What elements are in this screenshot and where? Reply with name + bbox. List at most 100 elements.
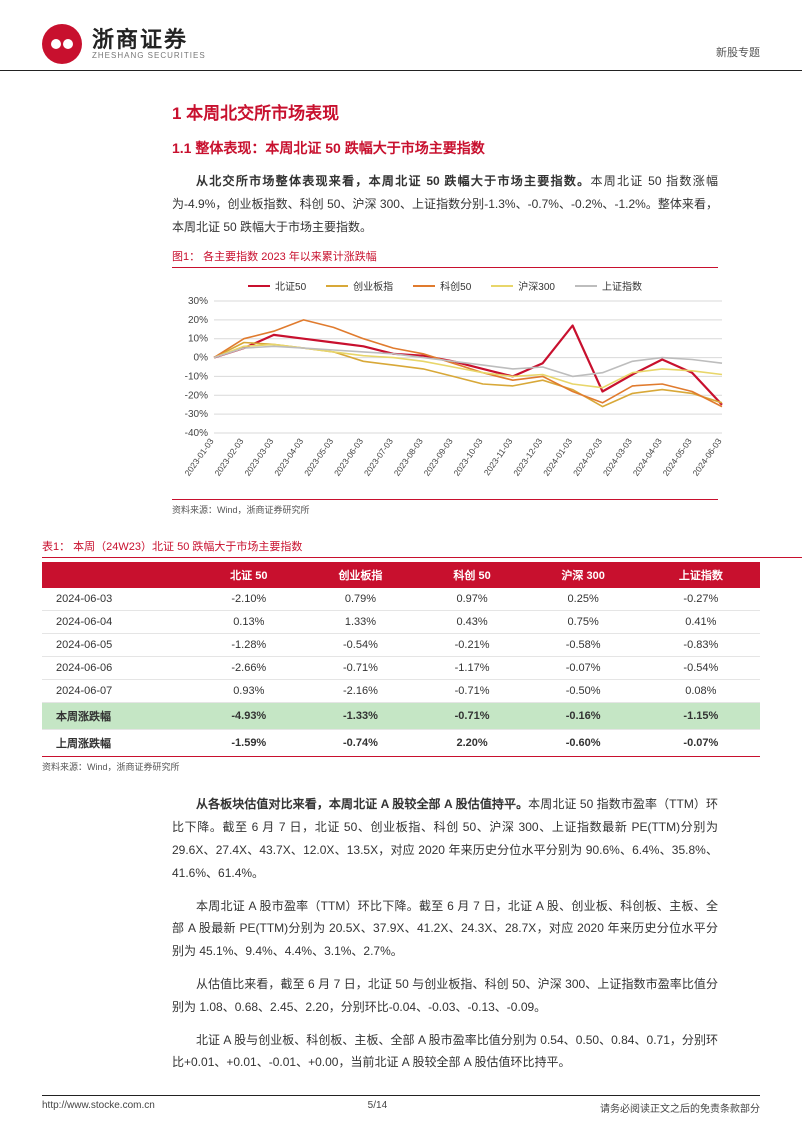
svg-text:0%: 0%	[194, 353, 209, 364]
svg-text:30%: 30%	[188, 296, 208, 307]
table-cell: -2.10%	[196, 588, 301, 611]
table-cell: -1.59%	[196, 730, 301, 757]
logo-text-en: ZHESHANG SECURITIES	[92, 52, 206, 61]
logo-block: 浙商证券 ZHESHANG SECURITIES	[42, 24, 206, 64]
svg-text:2023-11-03: 2023-11-03	[482, 437, 515, 478]
table-row: 2024-06-05-1.28%-0.54%-0.21%-0.58%-0.83%	[42, 634, 760, 657]
figure-1-caption: 图1： 各主要指数 2023 年以来累计涨跌幅	[172, 248, 718, 268]
table-row: 2024-06-06-2.66%-0.71%-1.17%-0.07%-0.54%	[42, 657, 760, 680]
svg-text:-30%: -30%	[185, 410, 208, 421]
svg-text:-40%: -40%	[185, 428, 208, 439]
table-cell: 0.13%	[196, 611, 301, 634]
svg-text:2024-06-03: 2024-06-03	[691, 437, 724, 479]
table-cell: 0.79%	[301, 588, 419, 611]
table-body: 2024-06-03-2.10%0.79%0.97%0.25%-0.27%202…	[42, 588, 760, 757]
figure-1-source: 资料来源：Wind，浙商证券研究所	[172, 499, 718, 516]
legend-item: 科创50	[413, 278, 471, 293]
svg-text:2023-04-03: 2023-04-03	[272, 437, 305, 479]
table-cell: -1.28%	[196, 634, 301, 657]
table-cell: 2024-06-06	[42, 657, 196, 680]
table-cell: -0.27%	[642, 588, 760, 611]
table-row: 上周涨跌幅-1.59%-0.74%2.20%-0.60%-0.07%	[42, 730, 760, 757]
page-footer: http://www.stocke.com.cn 5/14 请务必阅读正文之后的…	[42, 1095, 760, 1115]
table-col-header: 科创 50	[420, 562, 525, 588]
svg-text:2023-01-03: 2023-01-03	[183, 437, 216, 479]
table-1-source: 资料来源：Wind，浙商证券研究所	[42, 760, 802, 773]
svg-text:2023-08-03: 2023-08-03	[392, 437, 425, 479]
footer-page-num: 5/14	[368, 1100, 387, 1115]
svg-text:10%: 10%	[188, 334, 208, 345]
intro-paragraph: 从北交所市场整体表现来看，本周北证 50 跌幅大于市场主要指数。本周北证 50 …	[172, 170, 718, 238]
table-cell: 2024-06-07	[42, 680, 196, 703]
table-cell: 0.75%	[525, 611, 642, 634]
table-cell: -0.74%	[301, 730, 419, 757]
table-cell: -1.15%	[642, 703, 760, 730]
table-cell: 上周涨跌幅	[42, 730, 196, 757]
svg-text:2024-01-03: 2024-01-03	[541, 437, 574, 479]
table-cell: 2.20%	[420, 730, 525, 757]
valuation-p1-bold: 从各板块估值对比来看，本周北证 A 股较全部 A 股估值持平。	[196, 797, 528, 811]
section-heading-1: 1 本周北交所市场表现	[172, 99, 760, 124]
valuation-paragraph-3: 从估值比来看，截至 6 月 7 日，北证 50 与创业板指、科创 50、沪深 3…	[172, 973, 718, 1019]
svg-text:2023-10-03: 2023-10-03	[451, 437, 484, 479]
table-cell: 0.93%	[196, 680, 301, 703]
valuation-paragraph-4: 北证 A 股与创业板、科创板、主板、全部 A 股市盈率比值分别为 0.54、0.…	[172, 1029, 718, 1075]
table-cell: -0.71%	[301, 657, 419, 680]
table-cell: 1.33%	[301, 611, 419, 634]
table-cell: -0.54%	[642, 657, 760, 680]
svg-text:2024-02-03: 2024-02-03	[571, 437, 604, 479]
table-col-header: 沪深 300	[525, 562, 642, 588]
svg-text:2023-09-03: 2023-09-03	[422, 437, 455, 479]
table-cell: -0.21%	[420, 634, 525, 657]
table-row: 本周涨跌幅-4.93%-1.33%-0.71%-0.16%-1.15%	[42, 703, 760, 730]
logo-text-cn: 浙商证券	[92, 28, 206, 52]
table-cell: -0.16%	[525, 703, 642, 730]
table-col-header: 北证 50	[196, 562, 301, 588]
table-row: 2024-06-040.13%1.33%0.43%0.75%0.41%	[42, 611, 760, 634]
table-cell: -4.93%	[196, 703, 301, 730]
table-col-header: 创业板指	[301, 562, 419, 588]
table-cell: 0.43%	[420, 611, 525, 634]
footer-url: http://www.stocke.com.cn	[42, 1100, 155, 1115]
chart-legend: 北证50创业板指科创50沪深300上证指数	[172, 272, 718, 295]
svg-text:2023-03-03: 2023-03-03	[242, 437, 275, 479]
svg-text:20%: 20%	[188, 315, 208, 326]
table-cell: -0.07%	[642, 730, 760, 757]
table-cell: -0.60%	[525, 730, 642, 757]
table-cell: -2.16%	[301, 680, 419, 703]
table-cell: 2024-06-04	[42, 611, 196, 634]
svg-text:2024-05-03: 2024-05-03	[661, 437, 694, 479]
legend-item: 沪深300	[491, 278, 555, 293]
svg-text:2024-03-03: 2024-03-03	[601, 437, 634, 479]
table-cell: -1.17%	[420, 657, 525, 680]
table-cell: 0.08%	[642, 680, 760, 703]
table-cell: -0.58%	[525, 634, 642, 657]
table-row: 2024-06-03-2.10%0.79%0.97%0.25%-0.27%	[42, 588, 760, 611]
figure-1-chart: 北证50创业板指科创50沪深300上证指数 -40%-30%-20%-10%0%…	[172, 272, 718, 495]
table-cell: 2024-06-03	[42, 588, 196, 611]
svg-text:2023-07-03: 2023-07-03	[362, 437, 395, 479]
svg-text:2023-05-03: 2023-05-03	[302, 437, 335, 479]
table-cell: 0.41%	[642, 611, 760, 634]
chart-svg: -40%-30%-20%-10%0%10%20%30%2023-01-03202…	[172, 295, 732, 495]
svg-text:2023-06-03: 2023-06-03	[332, 437, 365, 479]
footer-disclaimer: 请务必阅读正文之后的免责条款部分	[600, 1100, 760, 1115]
table-head-row: 北证 50创业板指科创 50沪深 300上证指数	[42, 562, 760, 588]
svg-text:2023-12-03: 2023-12-03	[511, 437, 544, 479]
table-cell: 0.25%	[525, 588, 642, 611]
legend-item: 北证50	[248, 278, 306, 293]
table-cell: -0.83%	[642, 634, 760, 657]
table-cell: 0.97%	[420, 588, 525, 611]
svg-text:2024-04-03: 2024-04-03	[631, 437, 664, 479]
svg-text:-10%: -10%	[185, 372, 208, 383]
table-cell: 本周涨跌幅	[42, 703, 196, 730]
header-category: 新股专题	[716, 44, 760, 64]
valuation-paragraph-1: 从各板块估值对比来看，本周北证 A 股较全部 A 股估值持平。本周北证 50 指…	[172, 793, 718, 884]
page-header: 浙商证券 ZHESHANG SECURITIES 新股专题	[0, 0, 802, 71]
table-cell: -0.07%	[525, 657, 642, 680]
table-cell: -2.66%	[196, 657, 301, 680]
table-1: 北证 50创业板指科创 50沪深 300上证指数 2024-06-03-2.10…	[42, 562, 760, 757]
svg-text:2023-02-03: 2023-02-03	[212, 437, 245, 479]
svg-text:-20%: -20%	[185, 391, 208, 402]
table-col-header: 上证指数	[642, 562, 760, 588]
